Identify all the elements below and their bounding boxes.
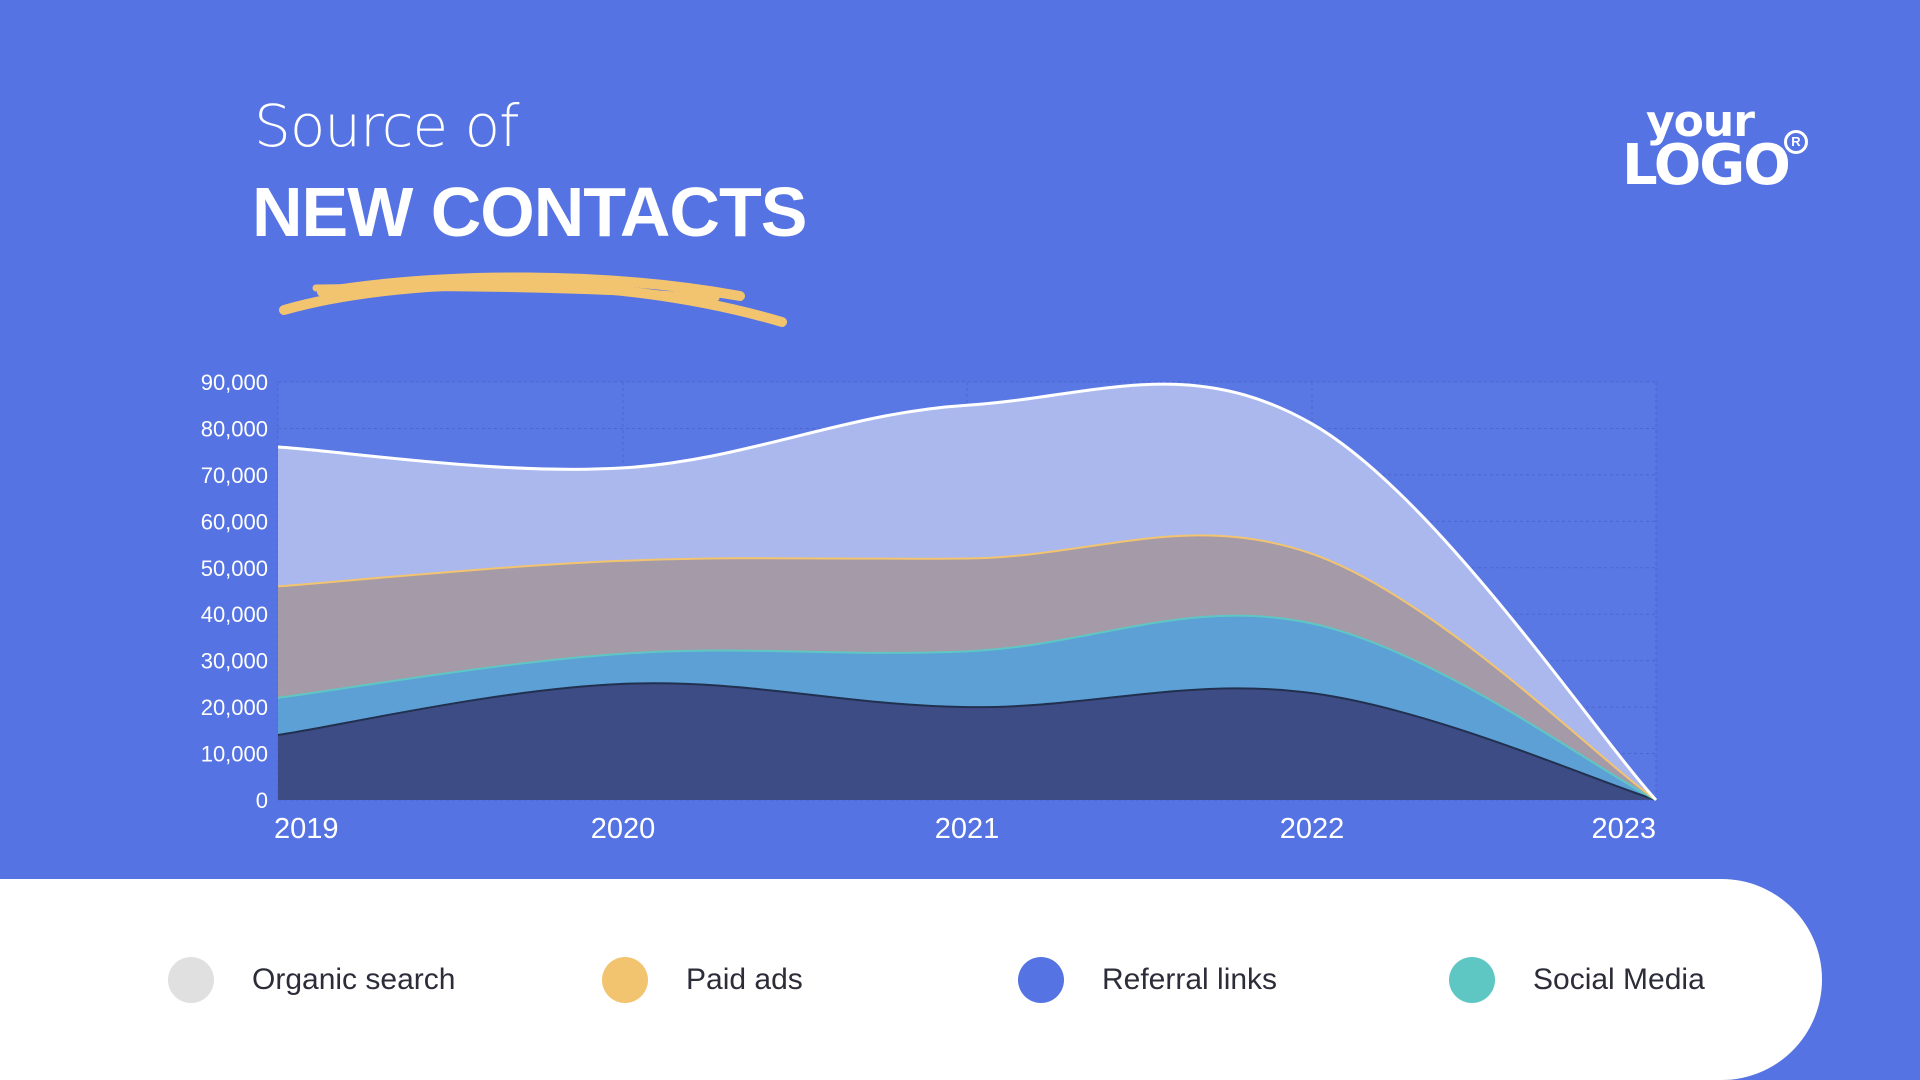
chart-areas	[278, 384, 1656, 800]
legend-item-organic-search: Organic search	[168, 879, 455, 1080]
brand-logo: your LOGO R	[1622, 100, 1812, 200]
legend-label-referral-links: Referral links	[1102, 962, 1278, 996]
legend-dot-organic-search	[168, 956, 214, 1003]
y-tick-label: 20,000	[201, 695, 268, 720]
chart-series-lines	[277, 382, 1658, 802]
legend-label-paid-ads: Paid ads	[686, 962, 803, 996]
series-line-paid-ads	[277, 534, 1657, 801]
legend-dot-referral-links	[1018, 956, 1064, 1003]
series-line-social-media	[277, 682, 1657, 801]
y-tick-label: 90,000	[201, 370, 268, 395]
legend-dot-paid-ads	[602, 956, 648, 1003]
series-line-referral-links	[277, 614, 1657, 801]
stacked-area-chart: 0 10,000 20,000 30,000 40,000 50,000 60,000 70,…	[201, 370, 1658, 845]
registered-mark-icon: R	[1784, 130, 1808, 154]
x-axis-ticks: 2019 2020 2021 2022 2023	[274, 813, 1656, 845]
legend-item-paid-ads: Paid ads	[602, 879, 803, 1080]
y-tick-label: 50,000	[201, 556, 268, 581]
y-tick-label: 0	[256, 788, 268, 813]
legend-item-referral-links: Referral links	[1018, 879, 1277, 1080]
legend-label-organic-search: Organic search	[252, 962, 456, 996]
y-tick-label: 70,000	[201, 463, 268, 488]
title-line-2: NEW CONTACTS	[252, 173, 807, 251]
series-line-organic-search	[277, 382, 1658, 802]
legend-dot-social-media	[1449, 956, 1495, 1003]
x-tick-label: 2019	[274, 813, 339, 845]
x-tick-label: 2022	[1280, 813, 1345, 845]
y-tick-label: 10,000	[201, 742, 268, 767]
y-tick-label: 30,000	[201, 649, 268, 674]
y-tick-label: 60,000	[201, 509, 268, 534]
x-tick-label: 2020	[591, 813, 656, 845]
y-tick-label: 40,000	[201, 602, 268, 627]
x-tick-label: 2021	[935, 813, 1000, 845]
legend-panel: Organic search Paid ads Referral links S…	[0, 879, 1822, 1080]
legend-item-social-media: Social Media	[1449, 879, 1705, 1080]
title-line-1: Source of	[254, 92, 520, 160]
legend-label-social-media: Social Media	[1533, 962, 1705, 996]
area-social-media	[278, 683, 1656, 800]
y-tick-label: 80,000	[201, 416, 268, 441]
x-tick-label: 2023	[1591, 813, 1656, 845]
logo-line-2: LOGO	[1622, 133, 1791, 198]
logo-line-1: your	[1646, 96, 1755, 147]
y-axis-ticks: 0 10,000 20,000 30,000 40,000 50,000 60,000 70,…	[201, 370, 268, 813]
title-underline-swash	[279, 272, 787, 327]
